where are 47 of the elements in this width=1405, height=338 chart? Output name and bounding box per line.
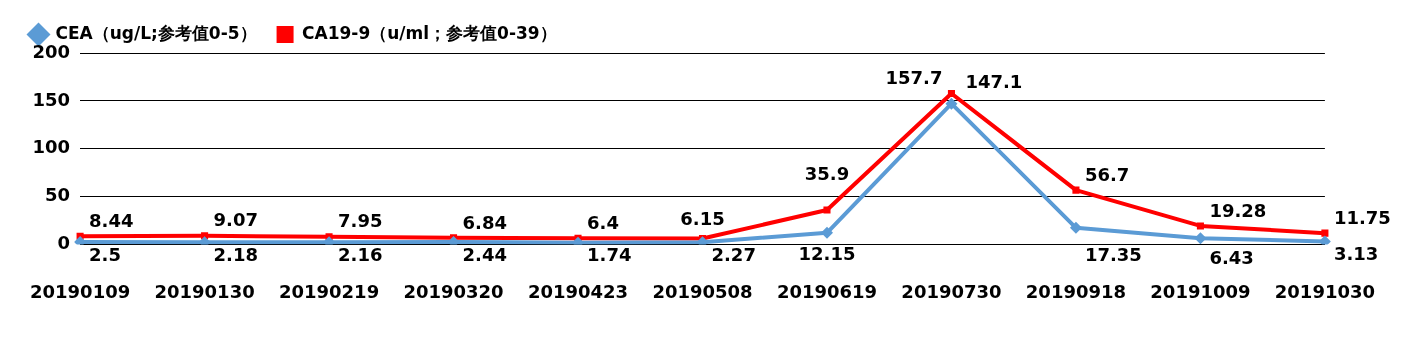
data-label: 2.16 — [338, 244, 383, 265]
data-label: 157.7 — [885, 67, 943, 89]
x-tick-label: 20190730 — [901, 280, 1002, 302]
x-tick-label: 20190219 — [278, 280, 380, 302]
point — [1069, 221, 1082, 234]
y-tick-label: 200 — [32, 40, 71, 62]
data-label: 2.18 — [213, 243, 258, 265]
y-tick-label: 50 — [45, 184, 71, 206]
data-label: 6.15 — [680, 208, 725, 230]
x-tick-label: 20190130 — [154, 280, 255, 302]
point — [947, 89, 955, 98]
x-tick-label: 20190423 — [527, 280, 629, 302]
data-label: 7.95 — [338, 210, 383, 232]
x-tick-label: 20191030 — [1274, 280, 1375, 302]
data-label: 1.74 — [587, 244, 632, 266]
point — [945, 97, 958, 110]
data-label: 56.7 — [1084, 163, 1130, 185]
x-tick-label: 20191009 — [1150, 280, 1251, 302]
y-tick-label: 150 — [32, 88, 71, 110]
point — [823, 206, 831, 214]
x-tick-label: 20190508 — [652, 280, 753, 302]
data-label: 35.9 — [804, 162, 850, 184]
x-tick-label: 20190918 — [1025, 280, 1127, 302]
y-tick-label: 0 — [57, 232, 71, 254]
data-label: 147.1 — [965, 71, 1023, 93]
data-label: 3.13 — [1333, 243, 1379, 265]
data-label: 2.27 — [711, 243, 756, 265]
data-label: 6.84 — [462, 211, 507, 233]
data-label: 9.07 — [213, 209, 258, 231]
data-label: 11.75 — [1333, 206, 1391, 228]
data-label: 12.15 — [798, 243, 856, 265]
x-tick-label: 20190619 — [776, 280, 878, 302]
point — [1072, 186, 1080, 194]
data-label: 19.28 — [1209, 199, 1267, 221]
legend-label: CEA（ug/L;参考值0-5） — [55, 22, 257, 43]
data-label: 6.43 — [1209, 246, 1254, 268]
data-label: 2.44 — [462, 243, 507, 265]
data-label: 17.35 — [1084, 244, 1142, 266]
y-tick-label: 100 — [32, 136, 71, 158]
data-label: 8.44 — [89, 209, 134, 231]
data-label: 2.5 — [89, 243, 121, 265]
point — [1321, 229, 1329, 237]
x-tick-label: 20190320 — [403, 280, 504, 302]
x-tick-label: 20190109 — [30, 280, 131, 302]
point — [1196, 222, 1204, 230]
legend-label: CA19-9（u/ml；参考值0-39） — [302, 22, 557, 43]
data-label: 6.4 — [587, 211, 619, 233]
